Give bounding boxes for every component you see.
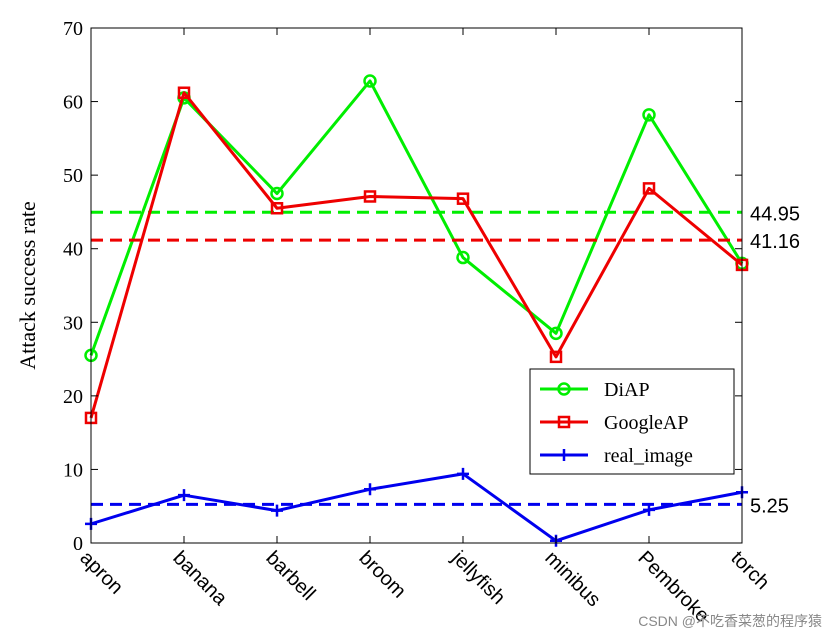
y-tick-label: 70 bbox=[63, 18, 83, 40]
data-point bbox=[642, 108, 656, 122]
y-tick-label: 50 bbox=[63, 165, 83, 187]
y-axis-label: Attack success rate bbox=[15, 201, 40, 370]
data-point bbox=[643, 503, 655, 516]
y-tick-label: 10 bbox=[63, 459, 83, 481]
legend-swatch-marker bbox=[557, 415, 571, 429]
data-point bbox=[456, 250, 470, 265]
y-tick-label: 60 bbox=[63, 92, 83, 114]
series-line bbox=[90, 472, 743, 543]
watermark-text: CSDN @不吃香菜葱的程序猿 bbox=[638, 613, 822, 629]
y-tick-label: 20 bbox=[63, 386, 83, 408]
data-point bbox=[364, 483, 376, 496]
legend: DiAP GoogleAP real_image bbox=[529, 368, 735, 475]
legend-swatch-marker bbox=[558, 449, 570, 461]
plot-area-frame bbox=[90, 27, 743, 544]
legend-entry-label: DiAP bbox=[604, 379, 650, 401]
data-point bbox=[363, 190, 377, 203]
mean-label: 41.16 bbox=[750, 231, 800, 253]
x-tick-label: jellyfish bbox=[447, 546, 510, 609]
data-point bbox=[642, 182, 656, 195]
data-point bbox=[549, 326, 563, 341]
data-point bbox=[549, 350, 563, 364]
x-tick-label: banana bbox=[168, 547, 231, 610]
data-point bbox=[270, 186, 284, 201]
y-tick-label: 40 bbox=[63, 239, 83, 261]
series-line bbox=[89, 91, 743, 419]
data-point bbox=[363, 74, 377, 88]
x-tick-label: apron bbox=[75, 547, 127, 599]
x-tick-label: broom bbox=[354, 547, 410, 603]
data-point bbox=[177, 86, 191, 99]
x-tick-label: barbell bbox=[261, 547, 319, 605]
data-point bbox=[456, 192, 470, 205]
mean-label: 5.25 bbox=[750, 495, 789, 517]
x-tick-label: minibus bbox=[540, 547, 604, 611]
data-point bbox=[457, 467, 469, 480]
mean-label: 44.95 bbox=[750, 203, 800, 225]
y-tick-label: 30 bbox=[63, 312, 83, 334]
data-point bbox=[178, 489, 190, 502]
series-layer: 44.95 41.16 5.25 bbox=[84, 74, 800, 547]
axis-ticks: 0 10 20 30 40 50 60 70 apron banana barbell broom je… bbox=[63, 18, 773, 627]
legend-entry-label: real_image bbox=[604, 445, 693, 467]
y-tick-label: 0 bbox=[73, 533, 83, 555]
data-point bbox=[271, 504, 283, 517]
legend-entry-label: GoogleAP bbox=[604, 412, 688, 434]
data-point bbox=[270, 202, 284, 215]
x-tick-label: torch bbox=[726, 547, 773, 594]
series-line bbox=[89, 79, 744, 356]
legend-swatch-marker bbox=[557, 382, 571, 396]
